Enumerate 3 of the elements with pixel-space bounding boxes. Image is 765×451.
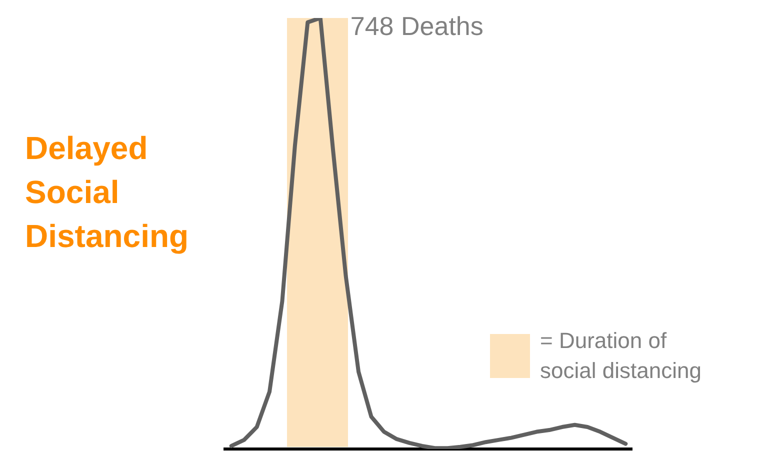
text: Delayed Social Distancing (25, 129, 190, 256)
annotation: 748 Deaths (350, 11, 484, 42)
annotation: = Duration of social distancing (540, 327, 702, 385)
